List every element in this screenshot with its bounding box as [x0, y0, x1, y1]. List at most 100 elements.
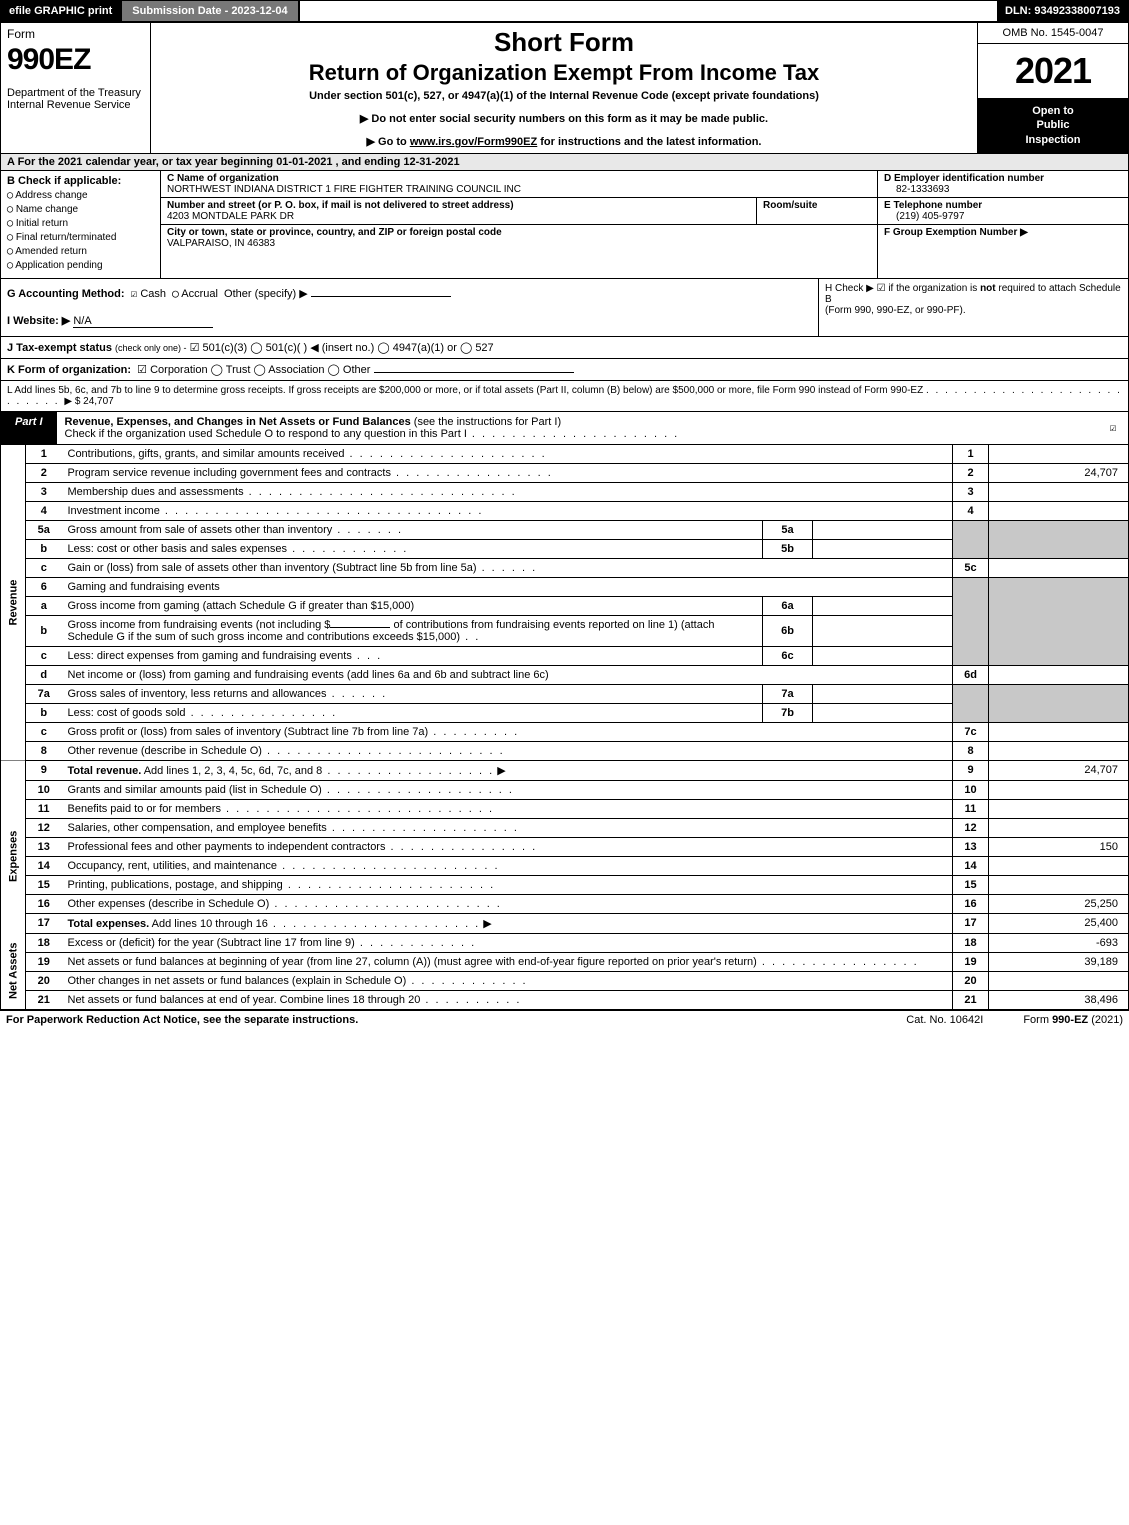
tax-year: 2021 [978, 44, 1128, 98]
city-value: VALPARAISO, IN 46383 [167, 238, 871, 249]
header-right: OMB No. 1545-0047 2021 Open to Public In… [978, 23, 1128, 153]
header-left: Form 990EZ Department of the Treasury In… [1, 23, 151, 153]
tax-exempt-label: J Tax-exempt status [7, 342, 112, 354]
form-of-org-label: K Form of organization: [7, 364, 131, 376]
city-header: City or town, state or province, country… [167, 227, 871, 238]
website-value: N/A [73, 315, 213, 328]
form-of-org-options[interactable]: ☑ Corporation ◯ Trust ◯ Association ◯ Ot… [137, 364, 370, 376]
section-bcdef: B Check if applicable: ◯ Address change … [0, 171, 1129, 279]
arrow-icon: ▶ [497, 765, 505, 777]
form-word: Form [7, 27, 144, 41]
checkbox-amended-return[interactable]: ◯ Amended return [7, 246, 154, 257]
subtitle-2: ▶ Do not enter social security numbers o… [159, 112, 969, 125]
section-h: H Check ▶ ☑ if the organization is not r… [818, 279, 1128, 336]
line-19: 19 Net assets or fund balances at beginn… [1, 952, 1129, 971]
net-assets-side-label: Net Assets [1, 933, 26, 1009]
irs-label: Internal Revenue Service [7, 99, 144, 111]
line-18: Net Assets 18 Excess or (deficit) for th… [1, 933, 1129, 952]
topbar-spacer [300, 1, 997, 21]
section-a: A For the 2021 calendar year, or tax yea… [0, 154, 1129, 171]
section-j: J Tax-exempt status (check only one) - ☑… [0, 337, 1129, 359]
street-value: 4203 MONTDALE PARK DR [167, 211, 750, 222]
line-13: 13 Professional fees and other payments … [1, 837, 1129, 856]
line-6: 6 Gaming and fundraising events [1, 577, 1129, 596]
section-gh: G Accounting Method: ☑ Cash ◯ Accrual Ot… [0, 279, 1129, 337]
dept-label: Department of the Treasury [7, 87, 144, 99]
section-def: D Employer identification number 82-1333… [878, 171, 1128, 278]
short-form-title: Short Form [159, 27, 969, 58]
section-l: L Add lines 5b, 6c, and 7b to line 9 to … [0, 381, 1129, 412]
form-of-org-other-input[interactable] [374, 372, 574, 373]
line-7c: c Gross profit or (loss) from sales of i… [1, 722, 1129, 741]
checkbox-name-change[interactable]: ◯ Name change [7, 204, 154, 215]
street-header: Number and street (or P. O. box, if mail… [167, 200, 750, 211]
accounting-other-label: Other (specify) ▶ [224, 288, 308, 300]
irs-link[interactable]: www.irs.gov/Form990EZ [410, 136, 537, 148]
line-1: Revenue 1 Contributions, gifts, grants, … [1, 445, 1129, 464]
section-k: K Form of organization: ☑ Corporation ◯ … [0, 359, 1129, 381]
line-20: 20 Other changes in net assets or fund b… [1, 971, 1129, 990]
org-name-header: C Name of organization [167, 173, 871, 184]
form-header: Form 990EZ Department of the Treasury In… [0, 23, 1129, 154]
line-21: 21 Net assets or fund balances at end of… [1, 990, 1129, 1009]
org-name-row: C Name of organization NORTHWEST INDIANA… [161, 171, 877, 198]
tax-exempt-options[interactable]: ☑ 501(c)(3) ◯ 501(c)( ) ◀ (insert no.) ◯… [190, 342, 494, 354]
form-ref: Form 990-EZ (2021) [1023, 1014, 1123, 1026]
line-10: Expenses 10 Grants and similar amounts p… [1, 780, 1129, 799]
header-center: Short Form Return of Organization Exempt… [151, 23, 978, 153]
revenue-side-label: Revenue [1, 445, 26, 761]
ein-value: 82-1333693 [884, 184, 1122, 195]
tax-exempt-sub: (check only one) - [115, 343, 187, 353]
cat-number: Cat. No. 10642I [866, 1014, 1023, 1026]
line-11: 11 Benefits paid to or for members . . .… [1, 799, 1129, 818]
ein-header: D Employer identification number [884, 173, 1122, 184]
line-3: 3 Membership dues and assessments . . . … [1, 482, 1129, 501]
expenses-side-label: Expenses [1, 780, 26, 933]
section-c: C Name of organization NORTHWEST INDIANA… [161, 171, 878, 278]
omb-number: OMB No. 1545-0047 [978, 23, 1128, 44]
part-i-label: Part I [1, 412, 57, 444]
street-row: Number and street (or P. O. box, if mail… [161, 198, 877, 225]
checkbox-application-pending[interactable]: ◯ Application pending [7, 260, 154, 271]
page-footer: For Paperwork Reduction Act Notice, see … [0, 1010, 1129, 1029]
checkbox-final-return[interactable]: ◯ Final return/terminated [7, 232, 154, 243]
line-5c: c Gain or (loss) from sale of assets oth… [1, 558, 1129, 577]
checkbox-address-change[interactable]: ◯ Address change [7, 190, 154, 201]
section-g: G Accounting Method: ☑ Cash ◯ Accrual Ot… [1, 279, 818, 336]
section-l-amount: ▶ $ 24,707 [64, 396, 113, 407]
arrow-icon: ▶ [483, 918, 491, 930]
line-6d: d Net income or (loss) from gaming and f… [1, 665, 1129, 684]
group-exemption-header: F Group Exemption Number ▶ [884, 227, 1028, 238]
subtitle-1: Under section 501(c), 527, or 4947(a)(1)… [159, 90, 969, 102]
section-b: B Check if applicable: ◯ Address change … [1, 171, 161, 278]
section-l-text: L Add lines 5b, 6c, and 7b to line 9 to … [7, 385, 923, 396]
checkbox-initial-return[interactable]: ◯ Initial return [7, 218, 154, 229]
part-i-title: Revenue, Expenses, and Changes in Net As… [57, 412, 1098, 444]
part-i-schedule-o-check[interactable]: ☑ [1098, 412, 1128, 444]
sub3-pre: ▶ Go to [367, 136, 410, 148]
form-number: 990EZ [7, 43, 144, 77]
phone-header: E Telephone number [884, 200, 1122, 211]
line-14: 14 Occupancy, rent, utilities, and maint… [1, 856, 1129, 875]
line-17: 17 Total expenses. Add lines 10 through … [1, 913, 1129, 933]
sub3-post: for instructions and the latest informat… [540, 136, 761, 148]
dln-label: DLN: 93492338007193 [997, 1, 1128, 21]
submission-date: Submission Date - 2023-12-04 [120, 1, 299, 21]
top-bar: efile GRAPHIC print Submission Date - 20… [0, 0, 1129, 23]
line-4: 4 Investment income . . . . . . . . . . … [1, 501, 1129, 520]
accounting-method-label: G Accounting Method: [7, 288, 125, 300]
line-7a: 7a Gross sales of inventory, less return… [1, 684, 1129, 703]
phone-value: (219) 405-9797 [884, 211, 1122, 222]
section-f: F Group Exemption Number ▶ [878, 225, 1128, 240]
subtitle-3: ▶ Go to www.irs.gov/Form990EZ for instru… [159, 135, 969, 148]
line-5a: 5a Gross amount from sale of assets othe… [1, 520, 1129, 539]
org-name-value: NORTHWEST INDIANA DISTRICT 1 FIRE FIGHTE… [167, 184, 871, 195]
room-header: Room/suite [763, 200, 871, 211]
city-row: City or town, state or province, country… [161, 225, 877, 251]
website-label: I Website: ▶ [7, 315, 70, 327]
section-d: D Employer identification number 82-1333… [878, 171, 1128, 198]
accounting-cash-check[interactable]: ☑ [131, 287, 138, 300]
accounting-accrual-check[interactable]: ◯ [172, 287, 179, 300]
accounting-other-input[interactable] [311, 296, 451, 297]
efile-label[interactable]: efile GRAPHIC print [1, 1, 120, 21]
